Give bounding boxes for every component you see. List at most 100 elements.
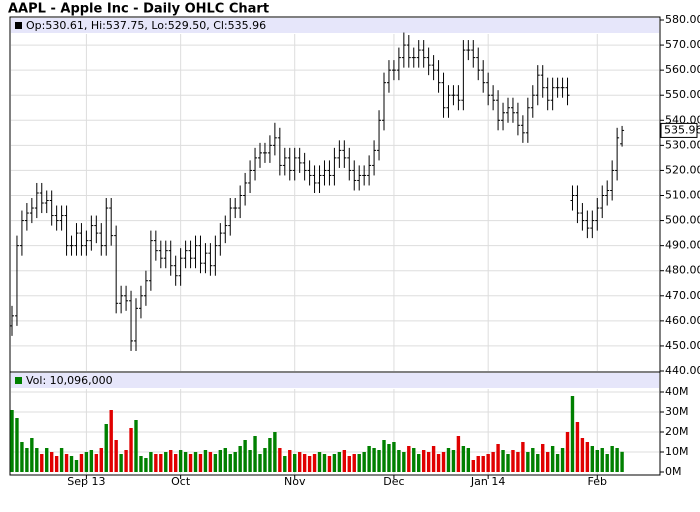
volume-bar <box>208 452 213 472</box>
volume-bar <box>461 446 466 472</box>
volume-bar <box>35 448 39 472</box>
volume-bar <box>536 454 540 472</box>
volume-bar <box>451 450 456 472</box>
price-header <box>11 18 659 33</box>
volume-bar <box>565 432 570 472</box>
volume-bar <box>402 452 406 472</box>
volume-bar <box>466 448 471 472</box>
volume-bar <box>516 452 520 472</box>
volume-bar <box>54 456 59 472</box>
y-tick-label: 490.00 <box>665 239 700 252</box>
volume-bar <box>228 454 232 472</box>
volume-bar <box>288 450 292 472</box>
volume-bar <box>218 450 223 472</box>
volume-bar <box>590 446 595 472</box>
volume-bar <box>193 452 198 472</box>
volume-bar <box>283 456 287 472</box>
volume-bar <box>570 396 575 472</box>
volume-bar <box>164 452 168 472</box>
volume-bar <box>10 410 14 472</box>
volume-bar <box>332 454 337 472</box>
volume-bar <box>203 450 208 472</box>
volume-bar <box>511 450 515 472</box>
volume-bar <box>436 454 441 472</box>
volume-bar <box>169 450 173 472</box>
volume-bar <box>159 454 163 472</box>
volume-bar <box>605 454 609 472</box>
volume-bar <box>213 454 218 472</box>
volume-bar <box>15 418 19 472</box>
volume-bar <box>40 454 44 472</box>
volume-bar <box>347 456 351 472</box>
volume-bar <box>273 432 277 472</box>
volume-bar <box>545 452 550 472</box>
volume-bar <box>253 436 257 472</box>
volume-bar <box>337 452 342 472</box>
volume-bar <box>352 454 356 472</box>
y-tick-label: 520.00 <box>665 163 700 176</box>
volume-bar <box>45 448 49 472</box>
y-tick-label: 470.00 <box>665 289 700 302</box>
volume-bar <box>317 452 322 472</box>
volume-bar <box>481 456 485 472</box>
volume-bar <box>580 438 585 472</box>
last-price-label: 535.96 <box>664 123 700 136</box>
volume-header <box>11 373 659 388</box>
volume-bar <box>109 410 113 472</box>
volume-bar <box>64 454 69 472</box>
volume-bar <box>79 454 84 472</box>
volume-bar <box>307 456 312 472</box>
volume-bar <box>263 448 267 472</box>
volume-bar <box>501 450 505 472</box>
volume-bar <box>268 438 272 472</box>
volume-bar <box>600 448 604 472</box>
volume-bar <box>233 452 237 472</box>
price-panel <box>9 16 661 373</box>
volume-bar <box>322 454 327 472</box>
volume-bar <box>426 452 431 472</box>
volume-bar <box>412 448 416 472</box>
volume-bar <box>362 452 366 472</box>
y-tick-label: 480.00 <box>665 264 700 277</box>
volume-bar <box>620 451 624 472</box>
y-tick-label: 0M <box>665 465 682 478</box>
volume-bar <box>531 448 535 472</box>
volume-bar <box>30 438 34 472</box>
x-tick-label: Oct <box>171 475 191 488</box>
legend-swatch <box>15 22 22 29</box>
volume-bar <box>114 440 118 472</box>
volume-bar <box>575 422 580 472</box>
volume-bar <box>392 442 396 472</box>
y-tick-label: 440.00 <box>665 364 700 377</box>
volume-bar <box>129 428 133 472</box>
volume-bar <box>223 448 227 472</box>
x-tick-label: Jan 14 <box>470 475 505 488</box>
volume-bar <box>188 454 193 472</box>
volume-bar <box>476 456 480 472</box>
volume-bar <box>104 424 108 472</box>
volume-bar <box>560 448 565 472</box>
volume-bar <box>595 450 599 472</box>
volume-bar <box>84 452 89 472</box>
x-tick-label: Feb <box>588 475 607 488</box>
volume-bar <box>521 442 525 472</box>
x-tick-label: Sep 13 <box>67 475 105 488</box>
volume-bar <box>178 450 183 472</box>
volume-bar <box>342 450 347 472</box>
volume-bar <box>312 454 317 472</box>
volume-bar <box>154 454 158 472</box>
y-tick-label: 510.00 <box>665 189 700 202</box>
ohlc-info: Op:530.61, Hi:537.75, Lo:529.50, Cl:535.… <box>26 19 266 32</box>
volume-bar <box>134 420 138 472</box>
volume-bar <box>615 448 619 472</box>
volume-bar <box>258 454 262 472</box>
volume-bar <box>387 444 391 472</box>
volume-bar <box>456 436 461 472</box>
volume-bar <box>302 454 307 472</box>
volume-bar <box>248 450 252 472</box>
volume-swatch <box>15 377 22 384</box>
volume-bar <box>550 446 555 472</box>
volume-bar <box>446 448 451 472</box>
volume-bar <box>506 454 510 472</box>
